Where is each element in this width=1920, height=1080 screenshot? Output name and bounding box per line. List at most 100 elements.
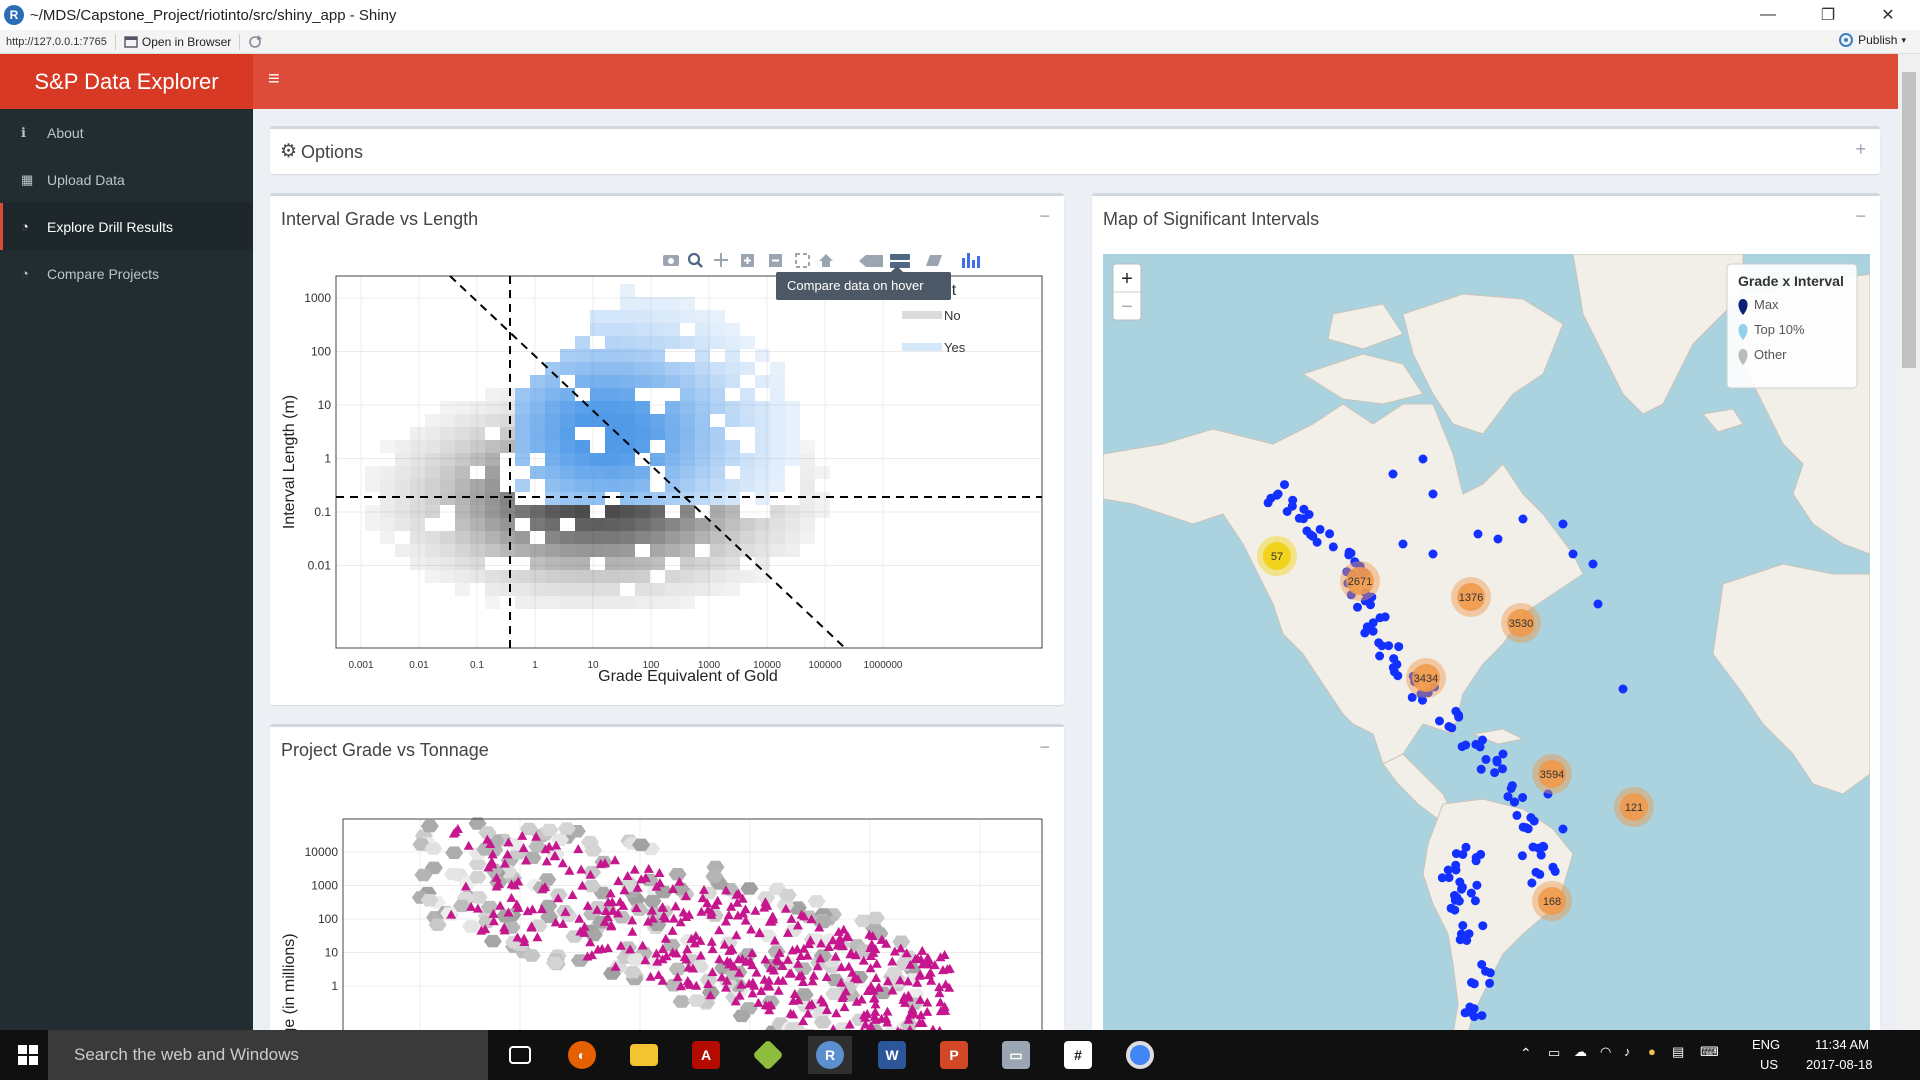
project-marker [768, 965, 779, 975]
menu-toggle-icon[interactable]: ≡ [268, 68, 280, 90]
project-marker [503, 907, 514, 917]
slack-icon[interactable]: # [1056, 1036, 1100, 1074]
cluster-count: 3434 [1414, 673, 1438, 685]
marker-cluster[interactable]: 3434 [1406, 658, 1446, 698]
project-marker [573, 844, 584, 854]
collapse-button[interactable]: − [1039, 737, 1050, 757]
windows-start-icon[interactable] [18, 1045, 38, 1065]
sidebar-item-upload-data[interactable]: ▦ Upload Data [0, 156, 253, 203]
project-marker [740, 915, 751, 925]
show-hidden-icons-icon[interactable]: ⌃ [1520, 1045, 1532, 1061]
minimize-button[interactable]: — [1760, 6, 1776, 23]
language-code[interactable]: ENG [1752, 1037, 1781, 1052]
heatmap-cell [545, 518, 560, 531]
language-region[interactable]: US [1760, 1057, 1779, 1072]
zoom-in-icon[interactable] [741, 254, 754, 267]
app-title[interactable]: S&P Data Explorer [0, 54, 253, 109]
project-marker [914, 1017, 925, 1027]
chrome-icon[interactable] [1118, 1036, 1162, 1074]
home-icon[interactable] [819, 254, 833, 267]
zoom-out-button[interactable]: − [1121, 296, 1133, 318]
marker-cluster[interactable]: 2671 [1340, 561, 1380, 601]
collapse-button[interactable]: − [1855, 206, 1866, 226]
zoom-in-button[interactable]: + [1121, 268, 1133, 290]
volume-icon[interactable]: ♪ [1624, 1044, 1631, 1059]
collapse-button[interactable]: − [1039, 206, 1050, 226]
heatmap-cell [470, 505, 485, 518]
hexbin-cell [468, 871, 487, 884]
options-title[interactable]: Options [301, 142, 364, 162]
heatmap-cell [560, 453, 575, 466]
open-in-browser-button[interactable]: Open in Browser [124, 35, 231, 49]
autoscale-icon[interactable] [795, 253, 810, 268]
battery-icon[interactable]: ▭ [1548, 1045, 1561, 1060]
expand-button[interactable]: + [1855, 139, 1866, 159]
heatmap-cell [650, 453, 665, 466]
sidebar-item-explore-drill-results[interactable]: ◔ Explore Drill Results [0, 203, 253, 250]
clock-time[interactable]: 11:34 AM [1815, 1037, 1869, 1052]
heatmap-cell [650, 336, 665, 349]
heatmap-cell [755, 401, 770, 414]
clock-date[interactable]: 2017-08-18 [1806, 1057, 1873, 1072]
compare-hover-icon[interactable] [890, 254, 910, 268]
spike-lines-icon[interactable] [859, 255, 883, 267]
project-marker [613, 876, 624, 886]
git-icon[interactable] [746, 1036, 790, 1074]
app-header: S&P Data Explorer ≡ [0, 54, 1898, 109]
word-icon[interactable]: W [870, 1036, 914, 1074]
zoom-icon[interactable] [687, 252, 703, 268]
publish-button[interactable]: Publish ▾ [1838, 33, 1906, 47]
refresh-icon[interactable] [248, 34, 263, 49]
plotly-logo-icon[interactable] [962, 253, 980, 268]
notifications-icon[interactable]: ▤ [1672, 1044, 1685, 1059]
powerpoint-icon[interactable]: P [932, 1036, 976, 1074]
page-scrollbar[interactable] [1898, 54, 1920, 1030]
sidebar-item-compare-projects[interactable]: ◔ Compare Projects [0, 250, 253, 297]
heatmap-cell [575, 479, 590, 492]
y-axis-label: ge (in millions) [281, 933, 298, 1030]
toggle-spike-icon[interactable] [926, 255, 942, 266]
marker-cluster[interactable]: 57 [1257, 536, 1297, 576]
heatmap-cell [485, 583, 500, 596]
marker-cluster[interactable]: 168 [1532, 881, 1572, 921]
weather-icon[interactable]: ● [1648, 1044, 1656, 1059]
zoom-out-icon[interactable] [769, 254, 782, 267]
heatmap-cell [485, 479, 500, 492]
project-marker [574, 913, 585, 923]
project-marker [658, 910, 669, 920]
pan-icon[interactable] [714, 253, 728, 267]
acrobat-icon[interactable]: A [684, 1036, 728, 1074]
system-app-icon[interactable]: ▭ [994, 1036, 1038, 1074]
map-canvas[interactable]: 57 2671 1376 3530 3434 3594 121 168 + − Grade x… [1103, 254, 1870, 1030]
scrollbar-thumb[interactable] [1902, 72, 1916, 368]
marker-cluster[interactable]: 3530 [1501, 603, 1541, 643]
sidebar-item-label: Explore Drill Results [47, 218, 174, 235]
restore-button[interactable]: ❐ [1820, 7, 1836, 24]
camera-icon[interactable] [663, 255, 679, 266]
marker-cluster[interactable]: 1376 [1451, 577, 1491, 617]
task-view-icon[interactable] [498, 1036, 542, 1074]
project-marker [915, 994, 926, 1004]
interval-marker [1531, 867, 1541, 877]
firefox-icon[interactable]: ◐ [560, 1036, 604, 1074]
hexbin-cell [428, 918, 447, 931]
heatmap-cell [755, 544, 770, 557]
hexbin-cell [420, 894, 439, 907]
toolbar-divider [114, 33, 116, 50]
rstudio-icon[interactable]: R [808, 1036, 852, 1074]
close-window-button[interactable]: ✕ [1881, 7, 1895, 24]
heatmap-cell [800, 466, 815, 479]
keyboard-icon[interactable]: ⌨ [1700, 1044, 1719, 1059]
onedrive-icon[interactable]: ☁ [1574, 1044, 1587, 1059]
file-explorer-icon[interactable] [622, 1036, 666, 1074]
heatmap-cell [635, 427, 650, 440]
taskbar-search-box[interactable]: Search the web and Windows [48, 1030, 488, 1080]
sidebar-item-about[interactable]: ℹ About [0, 109, 253, 156]
wifi-icon[interactable]: ◠ [1600, 1044, 1612, 1059]
marker-cluster[interactable]: 121 [1614, 787, 1654, 827]
project-marker [851, 996, 862, 1006]
heatmap-cell [530, 557, 545, 570]
hexbin-cell [804, 1029, 815, 1030]
interval-marker [1367, 592, 1377, 602]
marker-cluster[interactable]: 3594 [1532, 754, 1572, 794]
